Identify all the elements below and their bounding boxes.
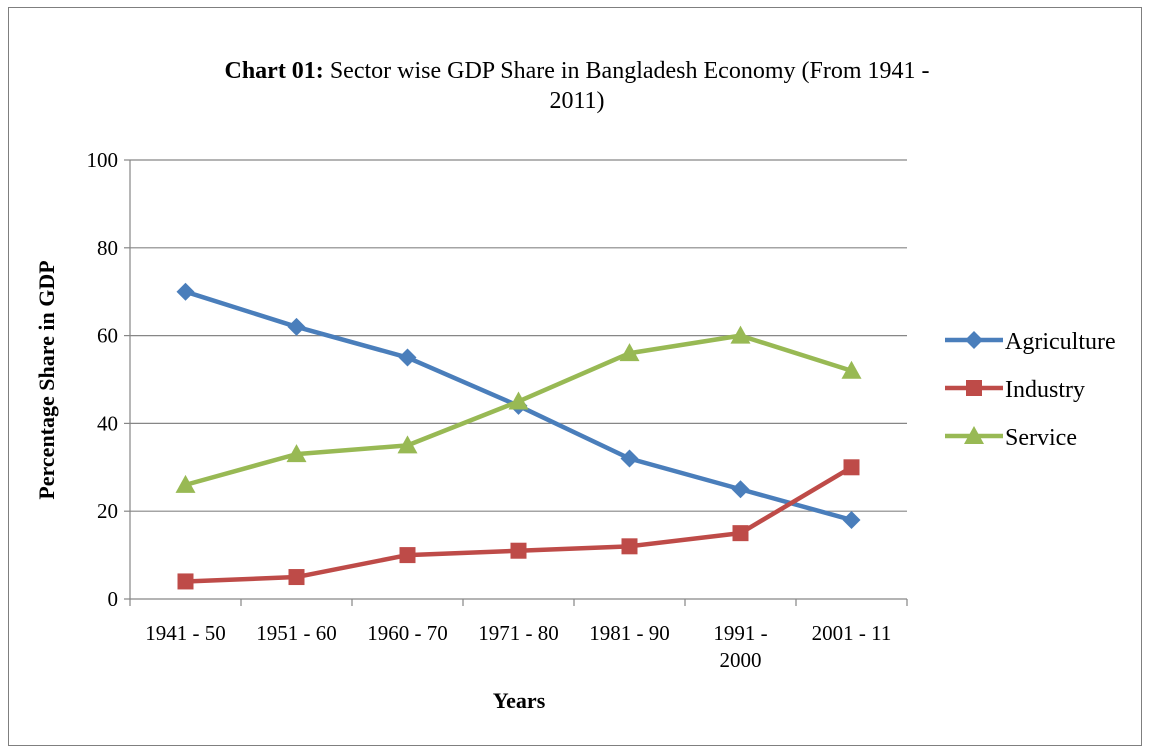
data-point-triangle xyxy=(508,391,529,410)
data-point-square xyxy=(732,525,749,542)
data-point-diamond xyxy=(731,480,750,499)
data-point-square xyxy=(288,569,305,586)
data-point-square xyxy=(399,547,416,564)
y-tick-label: 40 xyxy=(97,411,118,435)
y-tick-label: 0 xyxy=(108,587,119,611)
chart-title: Chart 01: Sector wise GDP Share in Bangl… xyxy=(224,58,929,84)
data-point-triangle xyxy=(730,325,751,344)
data-point-diamond xyxy=(398,348,417,367)
y-tick-label: 20 xyxy=(97,499,118,523)
x-tick-label: 1971 - 80 xyxy=(478,621,559,645)
series-lines xyxy=(175,282,862,590)
x-tick-label-line: 2000 xyxy=(720,648,762,672)
chart-title-main: Sector wise GDP Share in Bangladesh Econ… xyxy=(324,58,930,84)
x-tick-label-line: 1971 - 80 xyxy=(478,621,559,645)
tick-labels: 0 20 40 60 80 100 1941 - 50 1951 - 60 1960 - 70 1… xyxy=(87,148,892,672)
x-tick-label: 1981 - 90 xyxy=(589,621,670,645)
data-point-square xyxy=(966,380,982,396)
x-tick-label: 1941 - 50 xyxy=(145,621,226,645)
x-tick-label-line: 1991 - xyxy=(713,621,767,645)
y-tick-label: 80 xyxy=(97,236,118,260)
data-point-diamond xyxy=(287,317,306,336)
legend-label-service: Service xyxy=(1005,425,1077,451)
data-point-triangle xyxy=(619,343,640,362)
data-point-diamond xyxy=(176,282,195,301)
legend-label-agriculture: Agriculture xyxy=(1005,329,1116,355)
x-axis-title: Years xyxy=(493,688,546,713)
data-point-diamond xyxy=(842,510,861,529)
x-tick-label: 2001 - 11 xyxy=(812,621,892,645)
gridlines xyxy=(130,159,907,512)
data-point-triangle xyxy=(841,360,862,379)
data-point-diamond xyxy=(965,331,983,349)
data-point-square xyxy=(621,538,638,555)
x-tick-label: 1951 - 60 xyxy=(256,621,337,645)
y-tick-label: 100 xyxy=(87,148,119,172)
axes xyxy=(124,159,908,606)
y-axis-title: Percentage Share in GDP xyxy=(34,260,59,499)
x-tick-label-line: 2001 - 11 xyxy=(812,621,892,645)
series-line-industry xyxy=(185,465,853,584)
data-point-square xyxy=(843,459,860,476)
legend: Agriculture Industry Service xyxy=(945,329,1116,451)
data-point-square xyxy=(177,573,194,590)
legend-label-industry: Industry xyxy=(1005,377,1085,403)
x-tick-label: 1960 - 70 xyxy=(367,621,448,645)
data-point-square xyxy=(510,542,527,559)
data-point-triangle xyxy=(964,426,984,444)
x-tick-label-line: 1981 - 90 xyxy=(589,621,670,645)
data-point-triangle xyxy=(175,474,196,493)
chart-title-prefix: Chart 01: xyxy=(224,58,323,84)
x-tick-label: 1991 - 2000 xyxy=(713,621,767,672)
x-tick-label-line: 1941 - 50 xyxy=(145,621,226,645)
x-tick-label-line: 1951 - 60 xyxy=(256,621,337,645)
chart-title-line2: 2011) xyxy=(549,88,604,114)
data-point-triangle xyxy=(286,444,307,463)
data-point-diamond xyxy=(620,449,639,468)
x-tick-label-line: 1960 - 70 xyxy=(367,621,448,645)
data-point-triangle xyxy=(397,435,418,454)
y-tick-label: 60 xyxy=(97,324,118,348)
